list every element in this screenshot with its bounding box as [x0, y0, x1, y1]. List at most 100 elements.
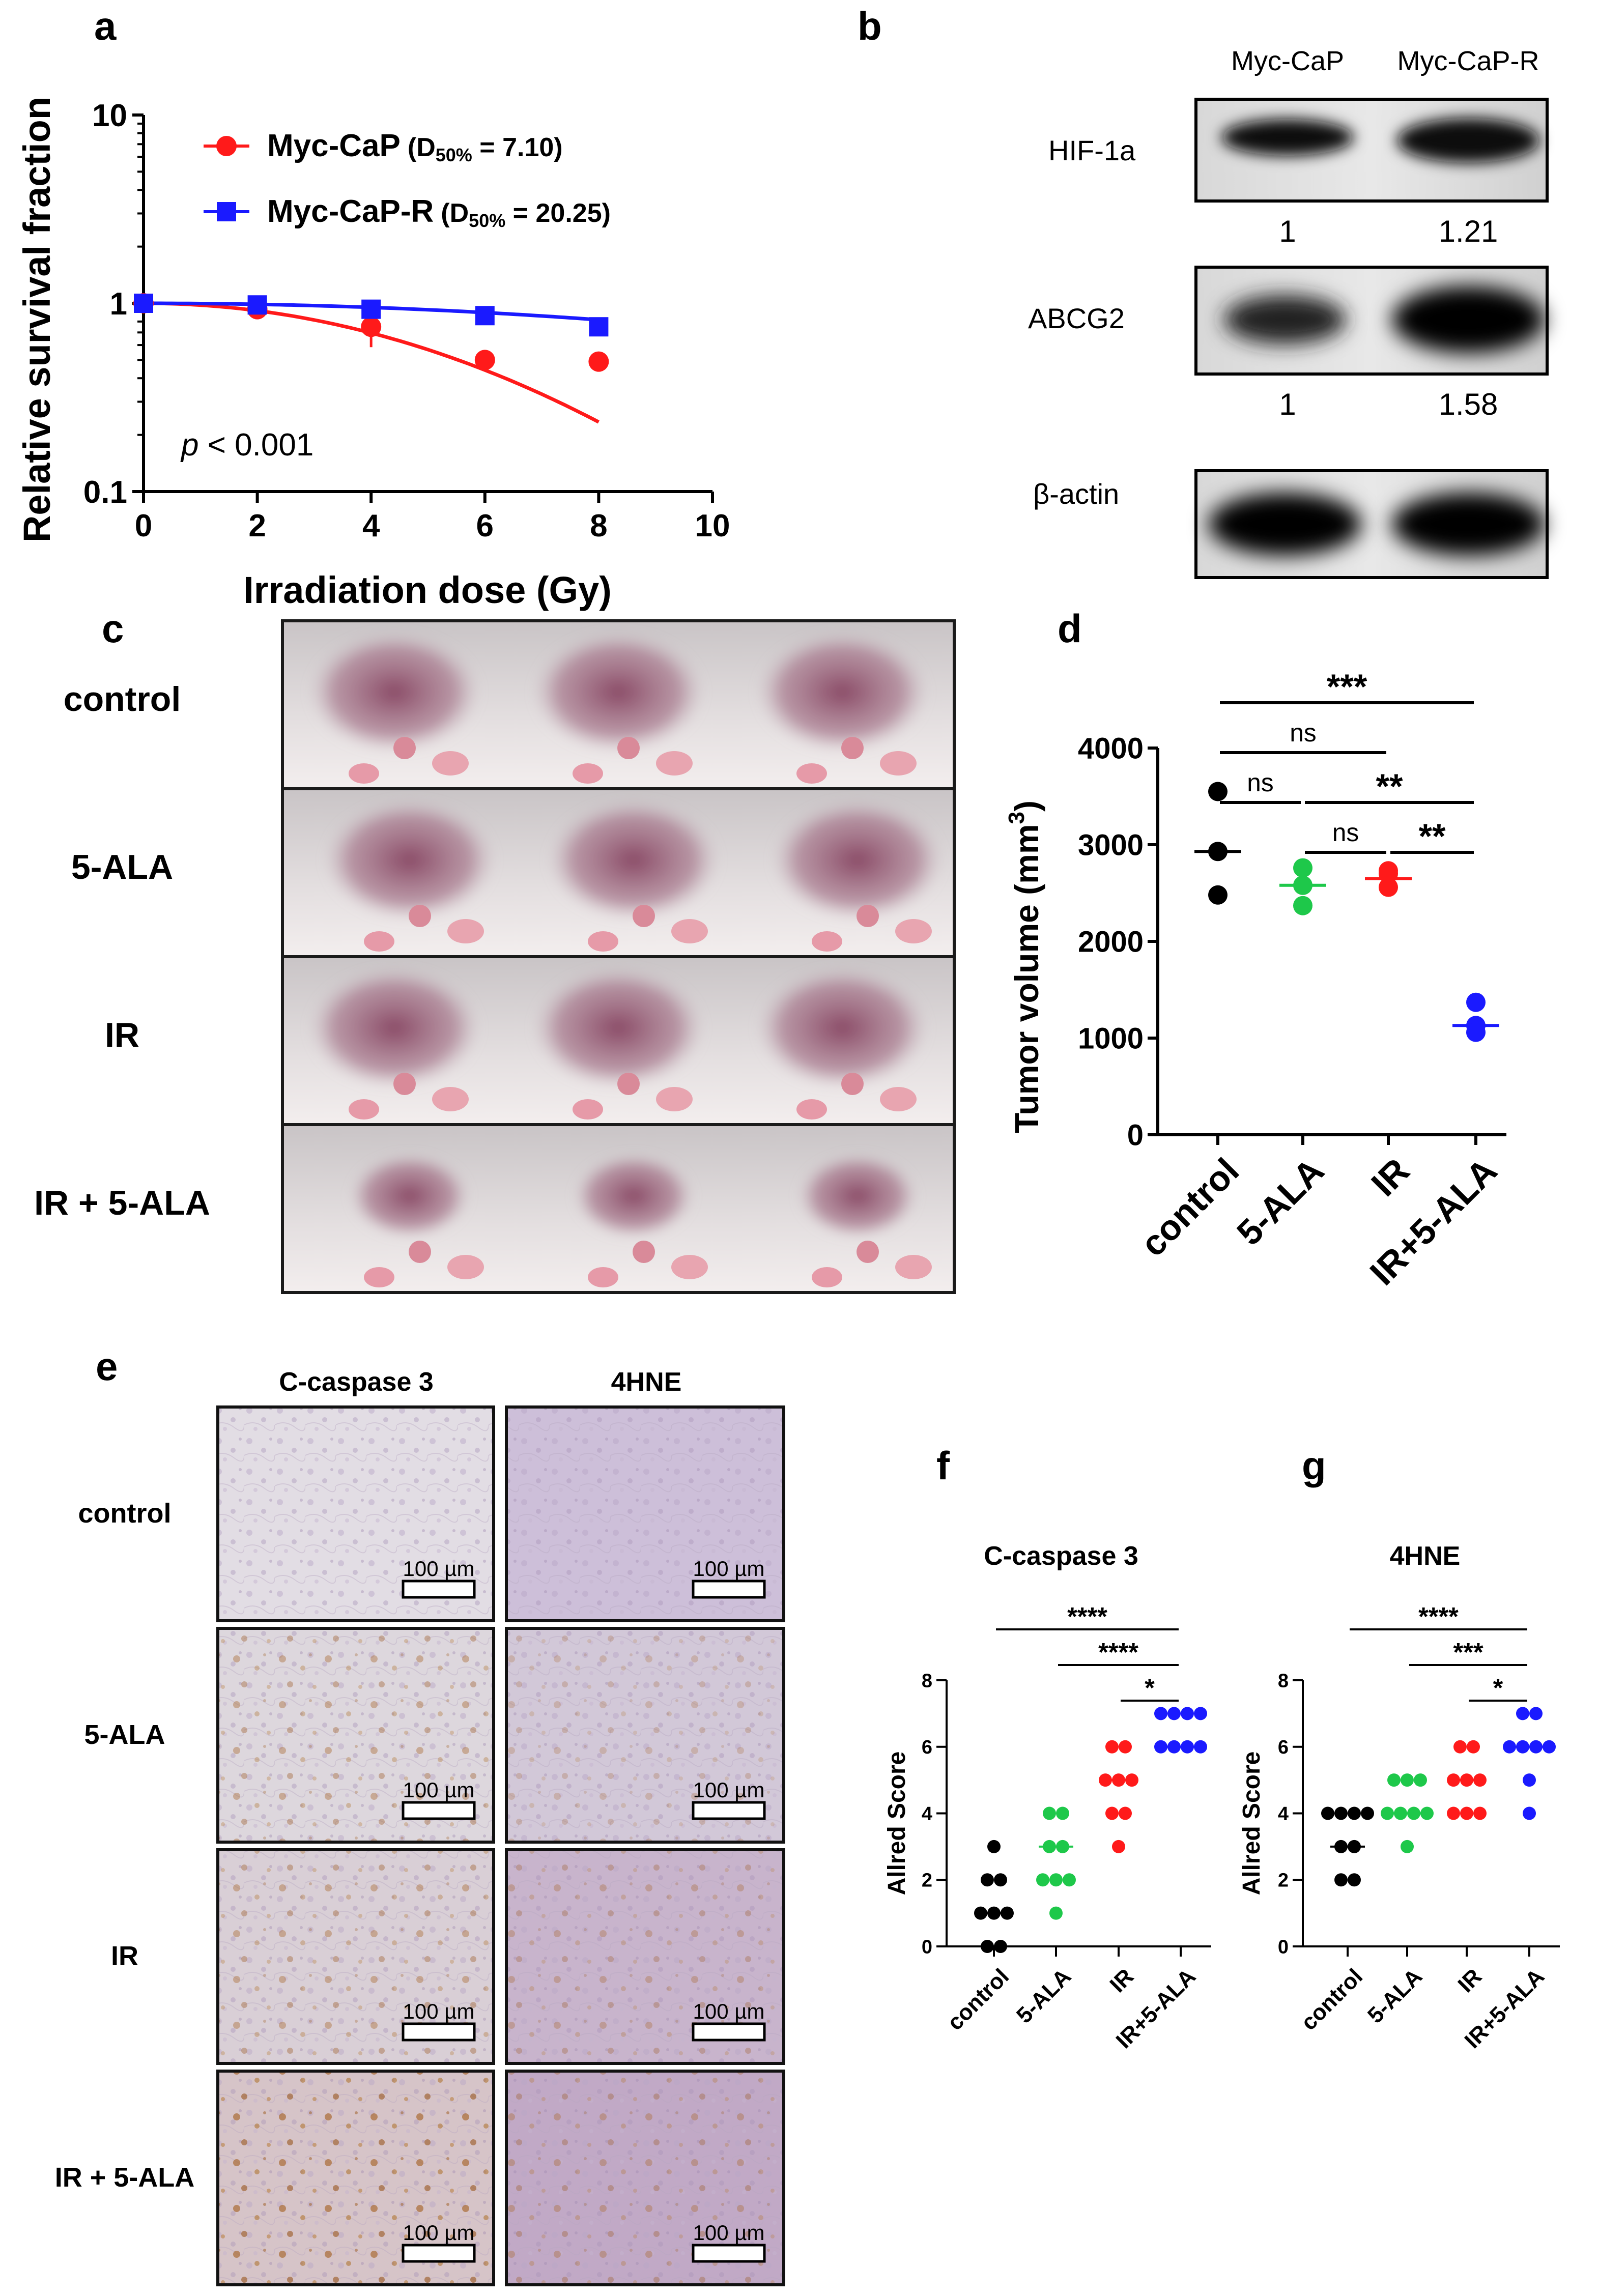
scale-bar-label: 100 µm [693, 1557, 765, 1581]
mouse-paw [588, 1267, 618, 1287]
mouse-photo-row [281, 955, 956, 1126]
scale-bar [402, 2022, 476, 2042]
y-tick-label: 0 [1278, 1936, 1289, 1958]
legend-entry-myc-cap: Myc-CaP (D50% = 7.10) [267, 128, 563, 165]
blot-quant-hif-1a-myc-cap: 1 [1279, 214, 1296, 248]
mouse-paw [671, 1255, 708, 1279]
ihc-column-c-caspase-3: C-caspase 3 [279, 1367, 434, 1397]
scale-bar-label: 100 µm [693, 1999, 765, 2023]
mouse-paw [796, 1099, 827, 1120]
blot-label-hif-1a: HIF-1a [1048, 134, 1136, 166]
data-point [1460, 1806, 1473, 1820]
mouse-tail-base [841, 1073, 864, 1095]
panel-c-mouse-photos: control 5-ALA IR IR + 5-ALA [34, 619, 956, 1294]
x-axis-title: Irradiation dose (Gy) [243, 569, 612, 611]
scale-bar [402, 2244, 476, 2263]
x-tick-label: 2 [248, 508, 266, 543]
legend-marker-myc-cap [216, 136, 237, 156]
data-point [1447, 1806, 1460, 1820]
tumor-region [771, 799, 944, 921]
data-point-myc-cap-r [589, 317, 609, 337]
ihc-row-label-ir-5-ala: IR + 5-ALA [55, 2162, 195, 2193]
data-point [1379, 877, 1398, 897]
data-point [1167, 1707, 1181, 1720]
tumor-region [532, 967, 705, 1089]
blot-hif-1a [1194, 98, 1549, 203]
mouse-paw [812, 931, 842, 952]
mouse-paw [796, 763, 827, 784]
mouse-paw [364, 1267, 394, 1287]
y-axis-title: Tumor volume (mm3) [1004, 800, 1045, 1133]
blot-label-beta-actin: β-actin [1033, 478, 1119, 510]
data-point [1049, 1906, 1063, 1920]
data-point [1348, 1806, 1361, 1820]
x-tick-label: control [943, 1964, 1014, 2035]
significance-label: ** [1376, 767, 1403, 806]
data-point [1105, 1740, 1119, 1754]
y-axis-title: Relative survival fraction [16, 97, 58, 542]
data-point [1293, 896, 1312, 915]
data-point [1503, 1740, 1516, 1754]
x-tick-label: 6 [476, 508, 494, 543]
mouse-paw [573, 1099, 603, 1120]
data-point [1043, 1806, 1056, 1820]
mouse-tail-base [617, 1073, 640, 1095]
significance-label: **** [1098, 1638, 1138, 1667]
panel-label-f: f [936, 1443, 950, 1488]
significance-label: ns [1290, 719, 1316, 747]
data-point [1466, 1022, 1486, 1042]
data-point [1387, 1773, 1401, 1787]
mouse-tail-base [409, 1241, 431, 1263]
x-tick-label: 5-ALA [1012, 1964, 1076, 2028]
tumor-region [547, 799, 720, 921]
data-point [1154, 1740, 1167, 1754]
data-point [1293, 858, 1312, 878]
y-tick-label: 6 [922, 1737, 932, 1758]
scale-bar-label: 100 µm [403, 1999, 475, 2023]
y-tick-label: 8 [922, 1670, 932, 1691]
significance-label: *** [1327, 668, 1367, 706]
data-point [1334, 1806, 1348, 1820]
panel-label-b: b [858, 4, 882, 48]
data-point [1420, 1806, 1434, 1820]
mouse-tail-base [857, 905, 879, 927]
mouse-paw [432, 751, 469, 776]
data-point [1466, 992, 1486, 1012]
y-tick-label: 1000 [1078, 1022, 1144, 1055]
x-tick-label: 4 [362, 508, 380, 543]
x-tick-label: 5-ALA [1363, 1964, 1427, 2028]
data-point [1119, 1740, 1132, 1754]
mouse-paw [895, 1255, 932, 1279]
ihc-row-label-control: control [78, 1498, 172, 1529]
mouse-paw [588, 931, 618, 952]
mouse-tail-base [633, 1241, 655, 1263]
blot-beta-actin [1194, 469, 1549, 579]
tumor-region [756, 967, 929, 1089]
panel-d-tumor-volume-chart: Tumor volume (mm3) 0 1000 2000 3000 4000 cont… [1004, 668, 1506, 1293]
ihc-image-tile: 100 µm [505, 1405, 785, 1622]
y-axis-title: Allred Score [883, 1752, 910, 1896]
x-tick-label: control [1296, 1964, 1367, 2035]
significance-label: * [1145, 1673, 1155, 1702]
mouse-paw [432, 1087, 469, 1111]
mouse-paw [656, 1087, 693, 1111]
mouse-paw [573, 763, 603, 784]
data-point [987, 1840, 1001, 1853]
photo-row-label-control: control [64, 680, 181, 719]
ihc-row-label-ir: IR [111, 1941, 138, 1971]
x-tick-label: 5-ALA [1229, 1151, 1331, 1253]
scale-bar [402, 1801, 476, 1820]
data-point [1105, 1806, 1119, 1820]
panel-label-a: a [94, 4, 117, 48]
significance-label: **** [1067, 1602, 1107, 1631]
data-point [1348, 1873, 1361, 1887]
y-tick-label: 0 [922, 1936, 932, 1958]
data-point [1119, 1806, 1132, 1820]
data-point [1401, 1773, 1414, 1787]
y-tick-label: 2 [1278, 1870, 1289, 1891]
mouse-photo-row [281, 787, 956, 958]
data-point [1361, 1806, 1374, 1820]
x-tick-label: control [1133, 1151, 1246, 1264]
scale-bar-label: 100 µm [693, 1778, 765, 1802]
